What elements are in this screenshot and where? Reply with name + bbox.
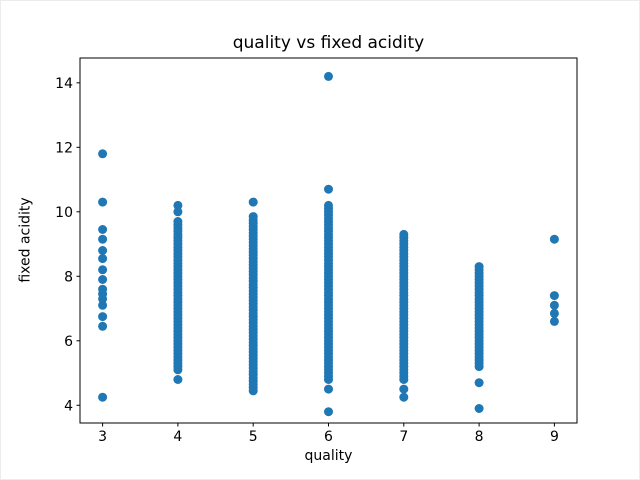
- data-point: [173, 375, 183, 384]
- data-point: [98, 392, 108, 402]
- data-point: [549, 300, 559, 310]
- y-tick-label: 6: [64, 334, 73, 350]
- data-point: [98, 300, 108, 310]
- x-tick-label: 6: [324, 429, 333, 445]
- data-point: [98, 275, 108, 284]
- x-tick-label: 4: [173, 429, 182, 445]
- y-tick-label: 4: [64, 398, 73, 414]
- y-tick-label: 12: [55, 140, 73, 156]
- data-point: [399, 229, 409, 239]
- data-point: [324, 407, 333, 417]
- x-axis-label: quality: [304, 448, 353, 464]
- data-point: [324, 200, 333, 210]
- data-point: [474, 378, 484, 388]
- data-point: [324, 71, 333, 81]
- chart-title: quality vs fixed acidity: [232, 33, 425, 53]
- y-axis-label: fixed acidity: [17, 197, 34, 283]
- data-point: [324, 384, 333, 394]
- data-point: [98, 246, 108, 255]
- data-point: [399, 392, 409, 402]
- data-point: [399, 384, 409, 394]
- data-point: [98, 254, 108, 264]
- x-tick-label: 3: [98, 429, 107, 445]
- data-point: [98, 149, 108, 159]
- data-point: [549, 316, 559, 326]
- data-point: [98, 225, 108, 234]
- data-point: [549, 308, 559, 318]
- data-point: [98, 312, 108, 322]
- data-point: [248, 197, 258, 207]
- data-point: [474, 262, 484, 272]
- data-point: [549, 291, 559, 301]
- data-point: [474, 404, 484, 413]
- data-point: [248, 212, 258, 222]
- x-tick-label: 8: [475, 429, 484, 445]
- data-point: [324, 184, 333, 194]
- data-point: [98, 321, 108, 331]
- x-tick-label: 9: [550, 429, 559, 445]
- data-point: [98, 234, 108, 244]
- data-point: [98, 294, 108, 304]
- data-point: [173, 217, 183, 226]
- data-point: [98, 265, 108, 275]
- data-point: [173, 207, 183, 217]
- y-tick-label: 10: [55, 205, 73, 221]
- data-point: [549, 234, 559, 244]
- data-point: [173, 200, 183, 210]
- x-tick-label: 5: [249, 429, 258, 445]
- y-tick-label: 14: [55, 76, 73, 92]
- y-tick-label: 8: [64, 269, 73, 285]
- x-tick-label: 7: [399, 429, 408, 445]
- data-point: [98, 197, 108, 207]
